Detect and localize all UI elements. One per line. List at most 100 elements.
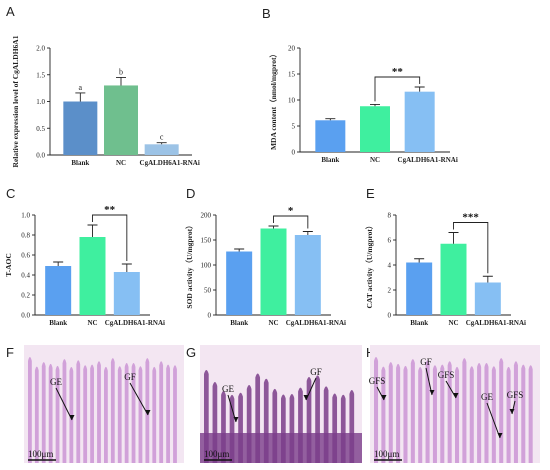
histology-panel-g: GF GE 100μm xyxy=(200,345,362,463)
chart-panel-b: 0 5 10 15 20 MDA content（nmol/mgprot） Blank NC C… xyxy=(268,45,458,165)
histology-label: GE xyxy=(50,377,62,387)
histology-panel-f: GE GF 100μm xyxy=(24,345,184,463)
gill-filament xyxy=(418,366,423,463)
x-category-label: NC xyxy=(87,319,97,327)
error-bar xyxy=(75,92,86,102)
error-bar xyxy=(53,261,64,266)
bar-charts: 0.0 0.5 1.0 1.5 2.0 Relative expression level… xyxy=(4,35,526,327)
gill-filament xyxy=(110,358,115,463)
y-tick-label: 0.2 xyxy=(21,292,30,300)
panel-letter-b: B xyxy=(262,6,271,21)
gill-filament xyxy=(90,364,94,463)
y-tick-label: 8 xyxy=(388,212,392,220)
gill-filament xyxy=(173,365,177,463)
arrow-head xyxy=(233,417,239,422)
y-tick-label: 0.0 xyxy=(21,312,30,320)
histology-label: GE xyxy=(481,392,493,402)
gill-filament xyxy=(455,366,460,463)
error-bar xyxy=(414,258,425,263)
chart-panel-c: 0.0 0.2 0.4 0.6 0.8 1.0 T-AOC Blank NC CgALDH6A1-… xyxy=(4,204,165,327)
gill-filament xyxy=(506,366,511,463)
gill-filament xyxy=(513,361,518,463)
y-tick-label: 0.8 xyxy=(21,232,30,240)
error-bar xyxy=(268,225,279,229)
error-bar xyxy=(234,248,245,252)
arrow-head xyxy=(145,410,151,415)
x-category-label: CgALDH6A1-RNAi xyxy=(286,319,346,327)
gill-filament xyxy=(159,361,164,463)
panel-letter-e: E xyxy=(366,186,375,201)
y-axis-label: T-AOC xyxy=(4,253,13,276)
histology-panel-h: GF GFS GFS GE GFS 100μm xyxy=(369,345,540,463)
y-tick-label: 10 xyxy=(288,97,296,105)
bar-blank xyxy=(315,120,346,152)
gill-filament xyxy=(28,357,32,463)
gill-filament xyxy=(425,360,430,463)
arrow-head xyxy=(453,393,459,398)
arrow-head xyxy=(509,409,515,414)
significance-bracket xyxy=(453,222,489,274)
error-bar xyxy=(482,275,493,283)
x-category-label: CgALDH6A1-RNAi xyxy=(398,156,458,164)
significance-stars: * xyxy=(288,205,294,217)
x-category-label: Blank xyxy=(71,159,89,167)
gill-filament xyxy=(381,366,386,463)
error-bar xyxy=(302,231,313,235)
gill-filament xyxy=(124,363,129,463)
significance-letter: c xyxy=(160,133,164,142)
arrow-head xyxy=(497,433,503,438)
y-tick-label: 1.0 xyxy=(36,98,45,106)
y-axis-label: Relative expression level of CgALDH6A1 xyxy=(11,35,20,167)
y-tick-label: 2.0 xyxy=(36,45,45,53)
y-tick-label: 0 xyxy=(208,312,212,320)
arrow-head xyxy=(69,415,75,420)
gill-filament xyxy=(477,363,482,463)
gill-filament xyxy=(388,362,393,463)
arrow-head xyxy=(381,395,387,400)
y-tick-label: 50 xyxy=(204,287,212,295)
gill-filament xyxy=(83,365,88,463)
x-category-label: Blank xyxy=(321,156,339,164)
panel-letter-f: F xyxy=(6,345,14,360)
histology-label: GFS xyxy=(369,376,386,386)
gill-filament xyxy=(484,363,489,463)
gill-filament xyxy=(152,366,157,463)
histology-label: GE xyxy=(222,384,234,394)
histology-panels: GE GF 100μm GF GE 100μm GF GFS GFS GE GFS 100μm xyxy=(24,345,540,463)
significance-letter: a xyxy=(79,83,83,92)
y-tick-label: 0.4 xyxy=(21,272,30,280)
bar-nc xyxy=(104,85,138,155)
pointer-arrow xyxy=(486,402,501,439)
chart-panel-a: 0.0 0.5 1.0 1.5 2.0 Relative expression level… xyxy=(11,35,200,167)
y-tick-label: 0 xyxy=(292,149,296,157)
gill-filament xyxy=(41,362,46,463)
error-bar xyxy=(448,232,459,244)
gill-filament xyxy=(432,365,437,463)
gill-filament xyxy=(403,365,408,463)
bar-blank xyxy=(45,266,72,315)
error-bar xyxy=(414,86,425,92)
y-axis-label: CAT activity（U/mgprot） xyxy=(364,222,374,309)
error-bar xyxy=(121,263,132,272)
error-bar xyxy=(116,76,126,86)
gill-filament xyxy=(521,364,526,463)
x-category-label: Blank xyxy=(230,319,248,327)
bar-cgaldh6a1-rnai xyxy=(144,144,179,155)
scale-bar-label: 100μm xyxy=(374,449,399,459)
bar-nc xyxy=(440,243,467,315)
gill-filament xyxy=(166,364,170,463)
bar-blank xyxy=(406,262,433,315)
panel-letter-c: C xyxy=(6,186,15,201)
y-tick-label: 0.6 xyxy=(21,252,30,260)
x-category-label: NC xyxy=(116,159,126,167)
x-category-label: Blank xyxy=(49,319,67,327)
histology-label: GFS xyxy=(438,370,455,380)
histology-label: GF xyxy=(310,367,322,377)
gill-filament xyxy=(440,364,445,463)
bar-cgaldh6a1-rnai xyxy=(404,91,435,152)
y-tick-label: 150 xyxy=(201,237,212,245)
gill-filament xyxy=(499,358,504,463)
gill-filament xyxy=(374,357,379,463)
tissue-base xyxy=(200,433,362,463)
bar-nc xyxy=(360,106,390,152)
